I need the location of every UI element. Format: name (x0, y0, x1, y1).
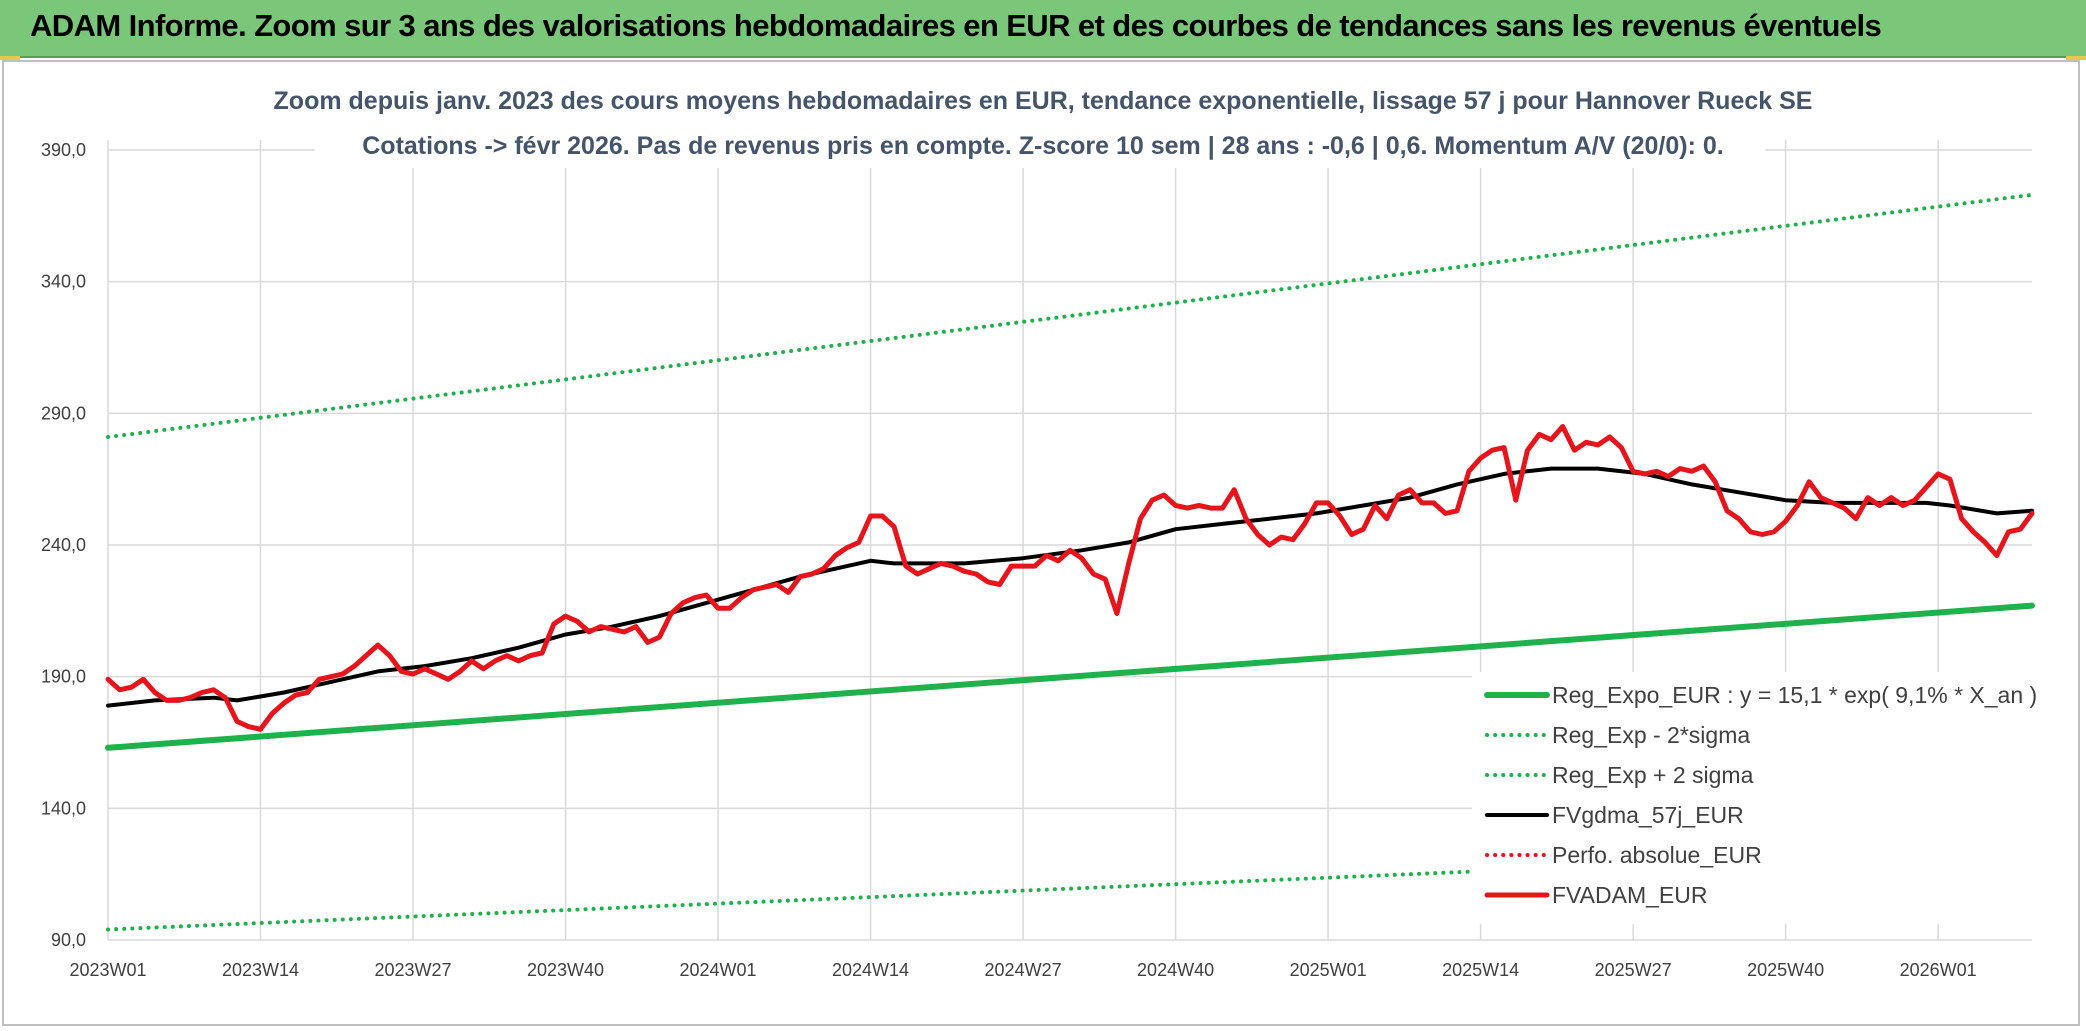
legend-background (1472, 672, 2035, 924)
banner: ADAM Informe. Zoom sur 3 ans des valoris… (0, 0, 2086, 58)
legend-label: Perfo. absolue_EUR (1552, 842, 1762, 868)
x-tick-label: 2025W27 (1595, 960, 1672, 980)
x-tick-label: 2025W14 (1442, 960, 1519, 980)
y-tick-label: 390,0 (41, 140, 86, 160)
banner-title: ADAM Informe. Zoom sur 3 ans des valoris… (30, 8, 1882, 43)
x-tick-label: 2025W01 (1290, 960, 1367, 980)
legend-label: Reg_Expo_EUR : y = 15,1 * exp( 9,1% * X_… (1552, 682, 2037, 708)
legend: Reg_Expo_EUR : y = 15,1 * exp( 9,1% * X_… (1484, 682, 2037, 908)
series-line-5 (105, 424, 2035, 732)
legend-label: Reg_Exp + 2 sigma (1552, 762, 1754, 788)
x-tick-label: 2023W14 (222, 960, 299, 980)
x-axis-ticks: 2023W01 2023W14 2023W27 2023W40 2024W01 2024W… (69, 960, 1976, 980)
x-tick-label: 2024W14 (832, 960, 909, 980)
series-line-3 (106, 466, 2034, 708)
series-line-2 (106, 192, 2034, 439)
x-tick-label: 2023W27 (374, 960, 451, 980)
legend-label: FVADAM_EUR (1552, 882, 1708, 908)
chart-title-background (315, 80, 1765, 168)
x-tick-label: 2025W40 (1747, 960, 1824, 980)
y-tick-label: 340,0 (41, 272, 86, 292)
y-axis-ticks: 90,0 140,0 190,0 240,0 290,0 340,0 390,0 (41, 140, 86, 950)
chart-frame (2, 60, 2080, 1026)
x-tick-label: 2024W40 (1137, 960, 1214, 980)
y-tick-label: 90,0 (51, 930, 86, 950)
series-line-0 (105, 602, 2035, 751)
x-tick-label: 2024W01 (680, 960, 757, 980)
x-tick-label: 2024W27 (985, 960, 1062, 980)
y-tick-label: 240,0 (41, 535, 86, 555)
x-tick-label: 2023W40 (527, 960, 604, 980)
y-tick-label: 140,0 (41, 798, 86, 818)
y-tick-label: 290,0 (41, 403, 86, 423)
x-tick-label: 2026W01 (1900, 960, 1977, 980)
x-tick-label: 2023W01 (69, 960, 146, 980)
legend-label: Reg_Exp - 2*sigma (1552, 722, 1750, 748)
chart-subtitle: Cotations -> févr 2026. Pas de revenus p… (362, 132, 1723, 160)
corner-accent-right (2066, 56, 2086, 60)
y-tick-label: 190,0 (41, 667, 86, 687)
corner-accent-left (0, 56, 20, 60)
legend-label: FVgdma_57j_EUR (1552, 802, 1744, 828)
chart-title: Zoom depuis janv. 2023 des cours moyens … (274, 87, 1813, 115)
